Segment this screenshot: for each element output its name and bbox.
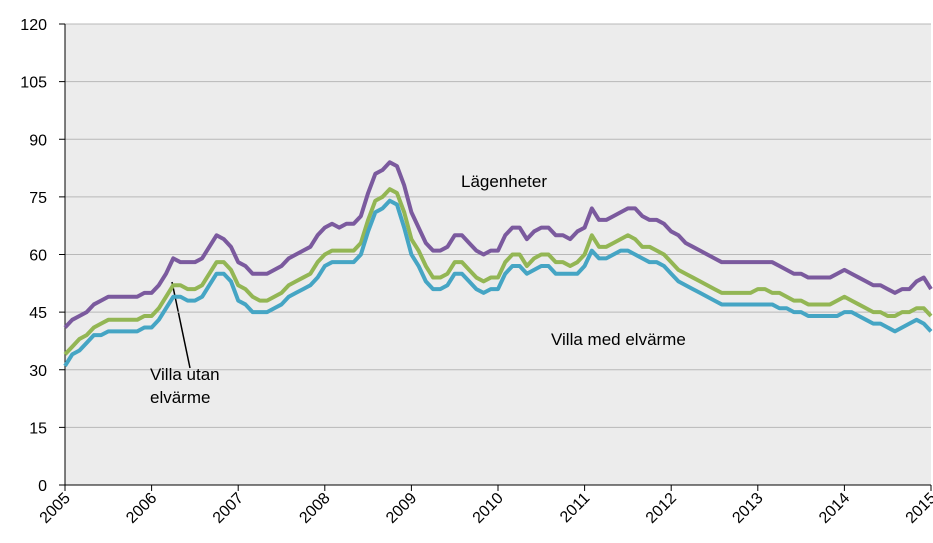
- y-tick-label: 0: [38, 478, 47, 495]
- series-line: [63, 198, 933, 367]
- series-line: [63, 160, 933, 329]
- y-tick-label: 45: [29, 305, 47, 322]
- x-tick-label: 2009: [383, 490, 420, 527]
- x-tick-label: 2006: [123, 490, 160, 527]
- x-tick-label: 2015: [903, 490, 933, 527]
- x-tick-label: 2013: [729, 490, 766, 527]
- y-tick-label: 30: [29, 363, 47, 380]
- x-tick-label: 2007: [210, 490, 247, 527]
- x-tick-label: 2011: [557, 490, 593, 526]
- series-label: Lägenheter: [461, 172, 548, 191]
- y-tick-label: 90: [29, 132, 47, 149]
- x-tick-label: 2005: [37, 490, 74, 527]
- y-tick-label: 60: [29, 248, 47, 265]
- series-label: Villa med elvärme: [551, 330, 686, 349]
- y-tick-label: 120: [20, 17, 47, 34]
- x-tick-label: 2014: [816, 490, 853, 527]
- x-tick-label: 2012: [643, 490, 680, 527]
- series-label: Villa utan elvärme: [150, 365, 220, 407]
- y-tick-label: 15: [29, 420, 47, 437]
- x-tick-label: 2008: [296, 490, 333, 527]
- series-line: [63, 187, 933, 356]
- y-tick-label: 105: [20, 75, 47, 92]
- x-tick-label: 2010: [470, 490, 507, 527]
- y-tick-label: 75: [29, 190, 47, 207]
